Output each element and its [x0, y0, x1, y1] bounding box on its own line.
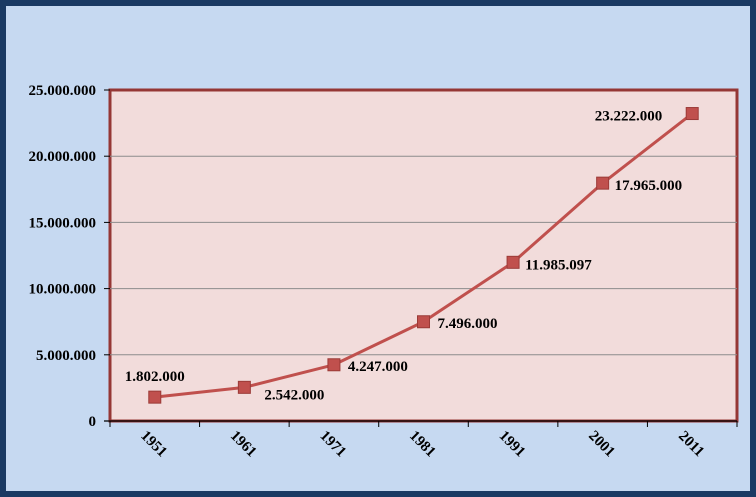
x-tick-label: 1951	[137, 428, 170, 461]
data-point-marker	[685, 107, 699, 121]
data-label: 11.985.097	[525, 257, 592, 273]
x-tick-label: 2001	[585, 428, 618, 461]
y-tick-label: 25.000.000	[29, 83, 97, 99]
data-label: 17.965.000	[615, 178, 683, 194]
y-tick-label: 10.000.000	[29, 282, 97, 298]
y-tick-label: 20.000.000	[29, 149, 97, 165]
data-label: 2.542.000	[264, 387, 324, 403]
x-tick-label: 1971	[316, 428, 349, 461]
data-point-marker	[596, 176, 610, 190]
x-tick-label: 1991	[496, 428, 529, 461]
x-tick-label: 1981	[406, 428, 439, 461]
data-label: 23.222.000	[595, 109, 663, 125]
y-tick-label: 15.000.000	[29, 215, 97, 231]
data-point-marker	[417, 315, 430, 329]
data-point-marker	[506, 255, 520, 269]
data-point-marker	[237, 380, 251, 394]
data-point-marker	[148, 390, 162, 404]
y-tick-label: 5.000.000	[36, 348, 96, 364]
plot-area	[108, 88, 739, 423]
data-point-marker	[327, 358, 341, 372]
data-label: 1.802.000	[125, 369, 185, 385]
x-tick-label: 1961	[227, 428, 260, 461]
x-tick-label: 2011	[675, 428, 707, 460]
y-tick-label: 0	[89, 414, 97, 430]
data-label: 4.247.000	[348, 359, 408, 375]
data-label: 7.496.000	[438, 316, 498, 332]
